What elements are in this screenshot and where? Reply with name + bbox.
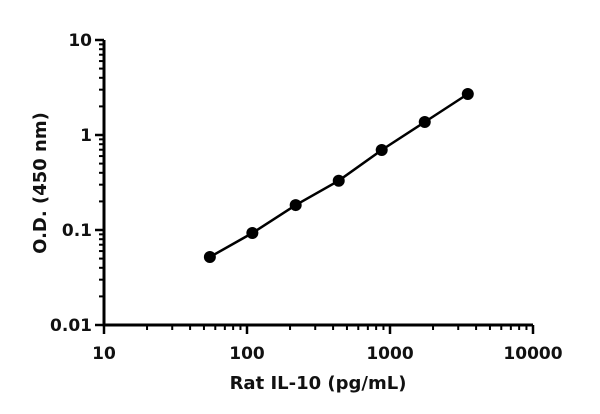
y-tick-label: 10 [68, 31, 92, 51]
data-points [203, 88, 474, 263]
data-point [418, 116, 431, 129]
data-point [461, 88, 474, 101]
data-point [289, 199, 302, 212]
x-axis-ticks: 10 100 1000 10000 [92, 325, 563, 364]
axes [102, 40, 533, 327]
data-point [203, 250, 216, 263]
x-axis-title: Rat IL-10 (pg/mL) [230, 373, 407, 394]
y-tick-label: 0.01 [50, 316, 92, 336]
y-tick-label: 0.1 [62, 221, 92, 241]
x-tick-label: 10000 [503, 344, 562, 364]
x-tick-label: 1000 [366, 344, 413, 364]
data-point [375, 144, 388, 157]
y-axis-ticks: 0.01 0.1 1 10 [50, 31, 104, 336]
x-tick-label: 100 [229, 344, 265, 364]
y-tick-label: 1 [80, 126, 92, 146]
data-point [332, 174, 345, 187]
data-point [246, 226, 259, 239]
x-tick-label: 10 [92, 344, 116, 364]
y-axis-title: O.D. (450 nm) [30, 112, 51, 254]
